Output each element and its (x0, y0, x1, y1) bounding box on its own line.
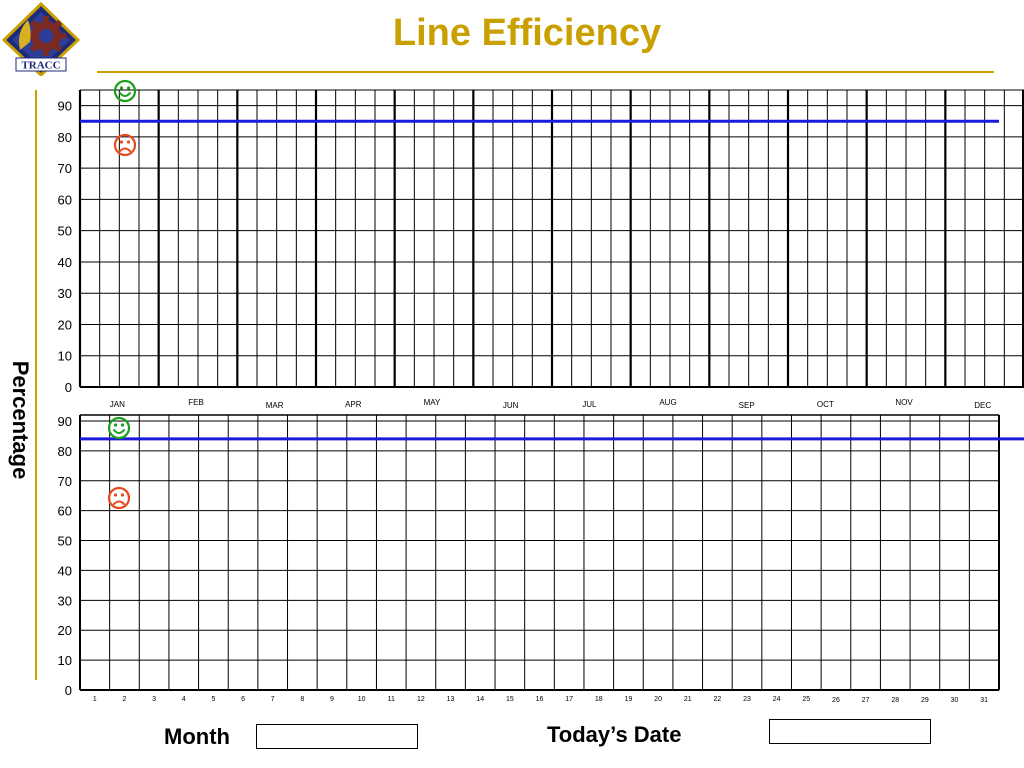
daily-x-tick-label: 30 (951, 697, 959, 704)
monthly-y-tick-label: 10 (58, 349, 72, 364)
daily-y-tick-label: 30 (58, 593, 72, 608)
monthly-x-tick-label: SEP (739, 401, 755, 410)
page-title: Line Efficiency (392, 12, 662, 54)
daily-x-tick-label: 18 (595, 696, 603, 703)
daily-y-tick-label: 80 (58, 444, 72, 459)
daily-x-tick-label: 5 (211, 696, 215, 703)
daily-x-tick-label: 27 (862, 697, 870, 704)
daily-y-tick-label: 10 (58, 653, 72, 668)
daily-y-tick-label: 60 (58, 504, 72, 519)
daily-x-tick-label: 4 (182, 696, 186, 703)
monthly-x-tick-label: MAR (266, 401, 284, 410)
month-input[interactable] (256, 724, 418, 749)
daily-x-tick-label: 25 (802, 696, 810, 703)
monthly-x-tick-label: FEB (188, 398, 204, 407)
daily-x-tick-label: 13 (447, 696, 455, 703)
monthly-y-tick-label: 30 (58, 286, 72, 301)
monthly-y-tick-label: 70 (58, 161, 72, 176)
monthly-x-tick-label: JAN (110, 400, 125, 409)
daily-x-tick-label: 23 (743, 696, 751, 703)
daily-x-tick-label: 6 (241, 696, 245, 703)
monthly-y-tick-label: 60 (58, 192, 72, 207)
monthly-x-tick-label: APR (345, 400, 362, 409)
daily-x-tick-label: 7 (271, 696, 275, 703)
monthly-x-tick-label: JUL (582, 400, 597, 409)
daily-x-tick-label: 22 (713, 696, 721, 703)
daily-x-tick-label: 8 (300, 696, 304, 703)
daily-x-tick-label: 10 (358, 696, 366, 703)
daily-x-tick-label: 9 (330, 696, 334, 703)
daily-x-tick-label: 1 (93, 696, 97, 703)
monthly-y-tick-label: 0 (65, 380, 72, 395)
daily-x-tick-label: 16 (536, 696, 544, 703)
left-divider (35, 90, 37, 680)
daily-sad-face-icon (107, 486, 131, 510)
monthly-y-tick-label: 80 (58, 130, 72, 145)
daily-x-tick-label: 29 (921, 697, 929, 704)
monthly-sad-face-icon (113, 133, 137, 157)
monthly-x-tick-label: DEC (974, 401, 991, 410)
daily-x-tick-label: 19 (625, 696, 633, 703)
daily-x-tick-label: 15 (506, 696, 514, 703)
monthly-x-tick-label: OCT (817, 400, 834, 409)
monthly-y-tick-label: 90 (58, 99, 72, 114)
daily-y-tick-label: 40 (58, 563, 72, 578)
daily-y-tick-label: 90 (58, 414, 72, 429)
daily-x-tick-label: 11 (388, 696, 395, 703)
daily-x-tick-label: 17 (565, 696, 573, 703)
daily-x-tick-label: 26 (832, 697, 840, 704)
monthly-y-tick-label: 20 (58, 317, 72, 332)
title-divider (97, 71, 994, 73)
daily-happy-face-icon (107, 416, 131, 440)
monthly-x-tick-label: NOV (895, 398, 913, 407)
tracc-logo-icon: TRACC (1, 1, 81, 78)
daily-x-tick-label: 31 (980, 697, 988, 704)
monthly-x-tick-label: MAY (424, 398, 441, 407)
daily-y-tick-label: 0 (65, 683, 72, 698)
daily-x-tick-label: 12 (417, 696, 425, 703)
daily-x-tick-label: 3 (152, 696, 156, 703)
daily-y-tick-label: 70 (58, 474, 72, 489)
daily-x-tick-label: 2 (123, 696, 127, 703)
monthly-y-tick-label: 40 (58, 255, 72, 270)
todays-date-label: Today’s Date (547, 722, 682, 747)
daily-x-tick-label: 21 (684, 696, 692, 703)
daily-x-tick-label: 14 (476, 696, 484, 703)
daily-x-tick-label: 20 (654, 696, 662, 703)
monthly-x-tick-label: JUN (503, 401, 519, 410)
daily-x-tick-label: 28 (891, 697, 899, 704)
logo-text: TRACC (21, 60, 60, 72)
daily-y-tick-label: 20 (58, 623, 72, 638)
month-label: Month (164, 724, 230, 749)
todays-date-input[interactable] (769, 719, 931, 744)
daily-x-tick-label: 24 (773, 696, 781, 703)
daily-y-tick-label: 50 (58, 534, 72, 549)
monthly-x-tick-label: AUG (659, 398, 676, 407)
monthly-happy-face-icon (113, 79, 137, 103)
monthly-y-tick-label: 50 (58, 224, 72, 239)
